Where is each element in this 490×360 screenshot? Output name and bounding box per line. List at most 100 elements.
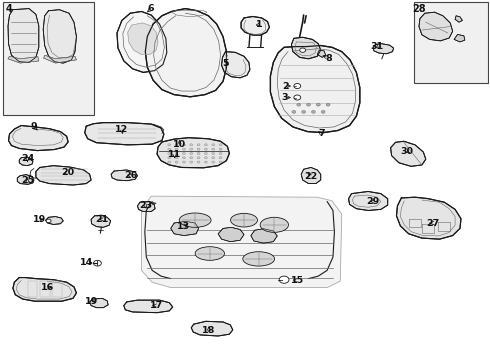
Text: 20: 20 <box>62 168 74 177</box>
Circle shape <box>190 148 193 150</box>
Circle shape <box>168 152 171 154</box>
Circle shape <box>175 152 178 154</box>
Polygon shape <box>318 50 326 57</box>
Polygon shape <box>146 9 226 97</box>
Polygon shape <box>128 23 158 54</box>
Polygon shape <box>191 321 233 336</box>
Text: 19: 19 <box>33 215 47 224</box>
Polygon shape <box>454 35 465 42</box>
Text: 13: 13 <box>177 222 190 231</box>
Circle shape <box>197 152 200 154</box>
Circle shape <box>212 152 215 154</box>
Circle shape <box>190 144 193 146</box>
Text: 4: 4 <box>6 4 13 14</box>
Circle shape <box>204 152 207 154</box>
Polygon shape <box>91 215 111 227</box>
Polygon shape <box>138 202 155 212</box>
Circle shape <box>321 111 325 113</box>
Polygon shape <box>142 196 342 288</box>
Polygon shape <box>373 44 393 54</box>
Circle shape <box>182 148 185 150</box>
Circle shape <box>294 95 301 100</box>
Text: 24: 24 <box>21 154 34 163</box>
Text: 3: 3 <box>282 93 288 102</box>
Polygon shape <box>36 166 91 185</box>
Circle shape <box>46 219 51 223</box>
Text: 7: 7 <box>318 129 324 138</box>
Circle shape <box>219 152 222 154</box>
Ellipse shape <box>231 213 257 227</box>
Circle shape <box>94 260 101 266</box>
Polygon shape <box>171 221 198 235</box>
Text: 21: 21 <box>96 215 109 224</box>
Text: 18: 18 <box>202 326 216 335</box>
Text: 26: 26 <box>124 171 137 180</box>
Text: 12: 12 <box>115 125 128 134</box>
Circle shape <box>190 161 193 163</box>
Circle shape <box>302 111 306 113</box>
Circle shape <box>219 157 222 159</box>
Circle shape <box>317 103 320 106</box>
Polygon shape <box>270 45 360 133</box>
Circle shape <box>197 161 200 163</box>
Text: 16: 16 <box>41 283 54 292</box>
Polygon shape <box>218 227 244 242</box>
Circle shape <box>168 157 171 159</box>
Text: 28: 28 <box>413 4 426 14</box>
Polygon shape <box>46 217 63 225</box>
Circle shape <box>204 148 207 150</box>
Circle shape <box>212 148 215 150</box>
Text: 25: 25 <box>21 176 34 185</box>
Circle shape <box>307 103 311 106</box>
Circle shape <box>175 144 178 146</box>
Text: 22: 22 <box>304 172 317 181</box>
Circle shape <box>204 161 207 163</box>
Circle shape <box>300 48 306 52</box>
Text: 9: 9 <box>30 122 37 131</box>
Polygon shape <box>8 56 39 63</box>
Circle shape <box>212 161 215 163</box>
Circle shape <box>292 111 296 113</box>
Text: 31: 31 <box>370 42 384 51</box>
Circle shape <box>212 144 215 146</box>
Text: 29: 29 <box>367 197 380 206</box>
Polygon shape <box>111 170 138 181</box>
Polygon shape <box>455 16 463 22</box>
Circle shape <box>204 144 207 146</box>
Circle shape <box>168 148 171 150</box>
Polygon shape <box>117 12 167 72</box>
Polygon shape <box>221 51 250 78</box>
Ellipse shape <box>260 217 289 232</box>
Polygon shape <box>419 12 453 41</box>
Text: 10: 10 <box>173 140 186 149</box>
Circle shape <box>197 157 200 159</box>
Circle shape <box>279 276 289 283</box>
Polygon shape <box>157 138 229 168</box>
Text: 2: 2 <box>282 82 289 91</box>
Circle shape <box>219 161 222 163</box>
Circle shape <box>182 152 185 154</box>
Polygon shape <box>8 9 39 62</box>
Circle shape <box>190 157 193 159</box>
Text: 5: 5 <box>222 59 229 68</box>
Bar <box>3 3 94 116</box>
Polygon shape <box>348 192 388 211</box>
Bar <box>414 3 489 83</box>
Polygon shape <box>90 298 108 308</box>
Circle shape <box>175 157 178 159</box>
Polygon shape <box>13 278 76 301</box>
Polygon shape <box>301 167 321 184</box>
Text: 23: 23 <box>139 201 152 210</box>
Circle shape <box>219 144 222 146</box>
Circle shape <box>197 148 200 150</box>
Circle shape <box>212 157 215 159</box>
Circle shape <box>168 161 171 163</box>
Polygon shape <box>19 157 33 166</box>
Text: 19: 19 <box>85 297 98 306</box>
Ellipse shape <box>195 247 224 260</box>
Polygon shape <box>44 55 76 63</box>
Circle shape <box>182 161 185 163</box>
Polygon shape <box>43 10 76 63</box>
Circle shape <box>190 152 193 154</box>
Circle shape <box>312 111 316 113</box>
